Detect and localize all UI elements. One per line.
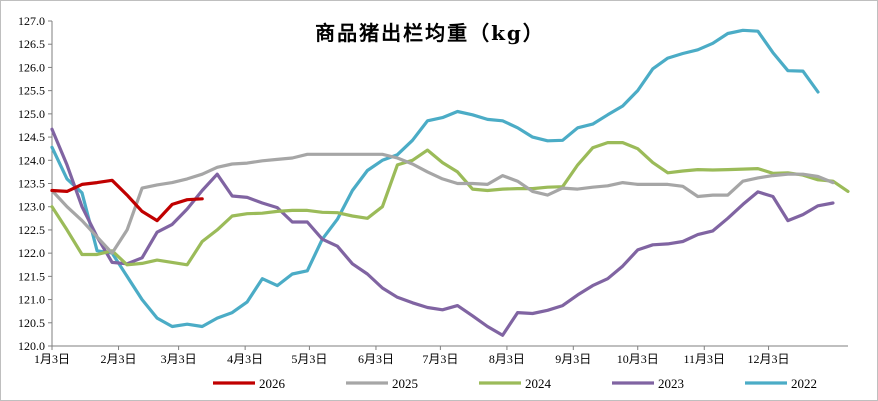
legend-label: 2022 [791, 376, 817, 391]
y-tick-label: 125.5 [18, 84, 45, 98]
legend-item-2023: 2023 [612, 376, 684, 391]
y-tick-label: 125.0 [18, 107, 45, 121]
y-tick-label: 126.5 [18, 37, 45, 51]
legend-item-2022: 2022 [745, 376, 817, 391]
x-tick-label: 12月3日 [748, 352, 790, 366]
y-tick-label: 124.0 [18, 153, 45, 167]
x-tick-label: 8月3日 [489, 352, 525, 366]
legend-item-2025: 2025 [346, 376, 418, 391]
series-line-2022 [50, 28, 820, 329]
y-tick-label: 120.5 [18, 316, 45, 330]
y-tick-label: 121.0 [18, 293, 45, 307]
x-tick-label: 2月3日 [101, 352, 137, 366]
y-tick-label: 121.5 [18, 269, 45, 283]
y-tick-label: 124.5 [18, 130, 45, 144]
x-tick-label: 9月3日 [555, 352, 591, 366]
legend: 2026 2025 2024 2023 2022 [213, 376, 817, 391]
y-tick-label: 123.5 [18, 177, 45, 191]
y-tick-label: 120.0 [18, 339, 45, 353]
chart-title: 商品猪出栏均重（kg） [315, 21, 545, 45]
series-line-2023 [50, 127, 835, 337]
legend-label: 2026 [259, 376, 286, 391]
x-tick-label: 10月3日 [617, 352, 659, 366]
legend-label: 2025 [392, 376, 418, 391]
legend-item-2024: 2024 [479, 376, 552, 391]
x-tick-label: 1月3日 [34, 352, 70, 366]
series-line-2026 [50, 178, 204, 223]
legend-label: 2023 [658, 376, 684, 391]
legend-label: 2024 [525, 376, 552, 391]
series-line-2024 [50, 141, 850, 267]
x-tick-label: 5月3日 [291, 352, 327, 366]
series-lines [50, 28, 850, 337]
x-tick-label: 4月3日 [227, 352, 263, 366]
y-tick-label: 122.5 [18, 223, 45, 237]
series-line-2025 [50, 152, 835, 255]
legend-item-2026: 2026 [213, 376, 286, 391]
y-tick-label: 126.0 [18, 60, 45, 74]
y-tick-label: 127.0 [18, 14, 45, 28]
axes: 120.0 120.5 121.0 121.5 122.0 122.5 123.0 123.5… [18, 14, 848, 366]
x-tick-label: 3月3日 [161, 352, 197, 366]
x-tick-label: 11月3日 [683, 352, 725, 366]
y-tick-label: 123.0 [18, 200, 45, 214]
y-tick-label: 122.0 [18, 246, 45, 260]
x-tick-label: 7月3日 [422, 352, 458, 366]
x-tick-label: 6月3日 [358, 352, 394, 366]
